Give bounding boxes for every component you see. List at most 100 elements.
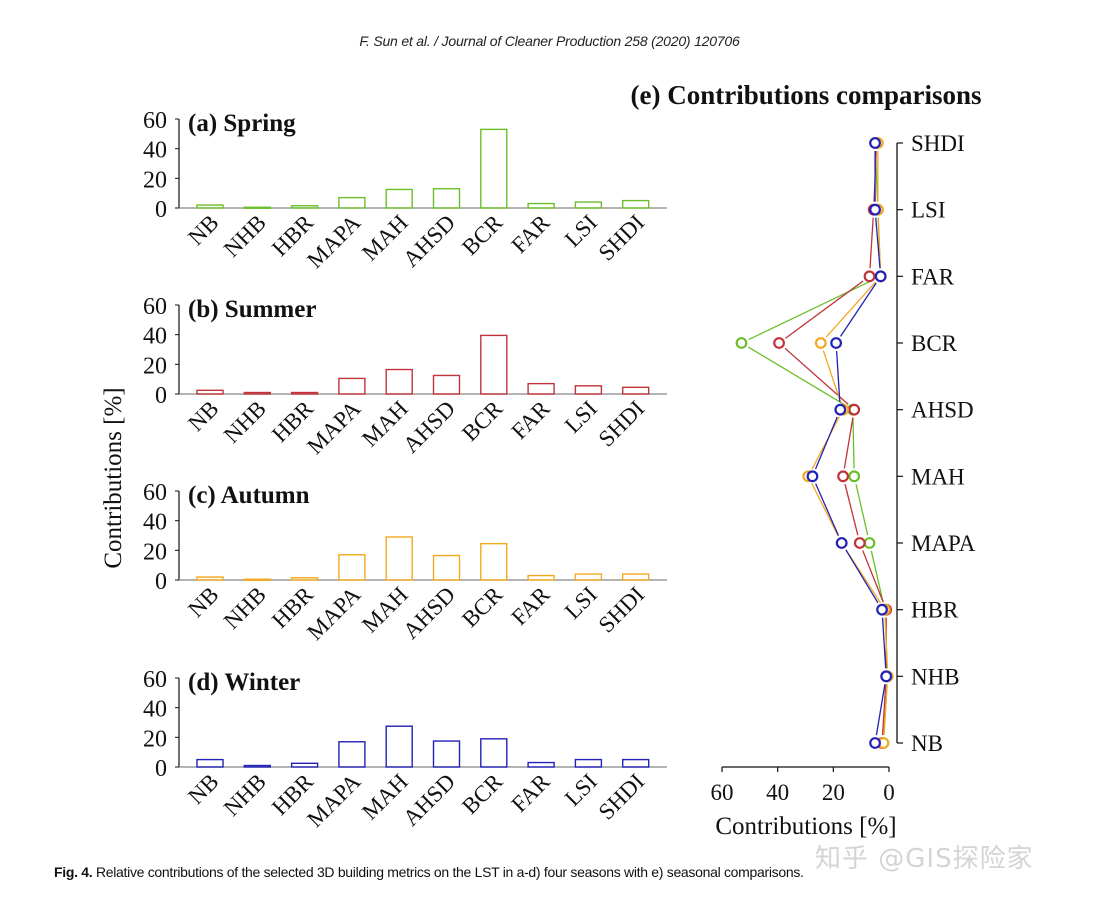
- series-line-segment: [822, 350, 842, 403]
- bar-nhb: [243, 391, 272, 395]
- series-summer: [773, 137, 893, 749]
- marker-winter-shdi: [869, 137, 881, 149]
- y-tick-label: 0: [155, 383, 167, 409]
- series-line-segment: [875, 217, 881, 269]
- bar-nhb: [243, 578, 272, 581]
- series-line-segment: [825, 281, 876, 338]
- y-tick-label: 20: [143, 539, 167, 565]
- marker-summer-mapa: [853, 537, 866, 549]
- bar-bcr: [480, 128, 508, 209]
- bar-mapa: [338, 741, 366, 768]
- caption-text: Relative contributions of the selected 3…: [92, 864, 804, 880]
- series-line-segment: [852, 417, 855, 469]
- category-label: BCR: [911, 331, 958, 356]
- bar-lsi: [574, 758, 603, 768]
- series-line-segment: [883, 684, 888, 736]
- category-label: SHDI: [911, 131, 965, 156]
- bar-far: [527, 574, 555, 581]
- x-tick-label: BCR: [457, 768, 508, 819]
- marker-winter-mapa: [835, 537, 848, 549]
- x-tick-label: AHSD: [398, 210, 460, 272]
- series-line-segment: [785, 280, 864, 339]
- series-line-segment: [869, 217, 874, 269]
- y-tick-label: 60: [143, 480, 167, 506]
- bar-nhb: [243, 764, 272, 768]
- y-tick-label: 60: [143, 108, 167, 134]
- bar-shdi: [622, 758, 650, 768]
- bar-mapa: [338, 196, 366, 209]
- y-tick-label: 40: [143, 324, 167, 350]
- x-tick-label: MAPA: [302, 769, 365, 832]
- series-line-segment: [862, 550, 884, 603]
- category-label: AHSD: [911, 398, 974, 423]
- category-label: HBR: [911, 598, 959, 623]
- value-tick-label: 0: [883, 780, 895, 805]
- series-line-segment: [881, 684, 887, 736]
- series-line-segment: [855, 483, 869, 536]
- bar-nb: [196, 758, 224, 768]
- bar-mah: [385, 725, 413, 768]
- bar-nb: [196, 204, 224, 209]
- marker-winter-nb: [869, 737, 881, 749]
- series-line-segment: [811, 483, 839, 537]
- series-line-segment: [870, 550, 884, 603]
- series-line-segment: [748, 279, 874, 341]
- x-tick-label: MAPA: [302, 210, 365, 273]
- y-tick-label: 40: [143, 697, 167, 723]
- value-tick-label: 20: [822, 780, 845, 805]
- y-tick-label: 0: [155, 569, 167, 595]
- marker-spring-mah: [848, 470, 861, 483]
- running-header: F. Sun et al. / Journal of Cleaner Produ…: [359, 33, 740, 49]
- x-tick-label: AHSD: [398, 396, 460, 458]
- x-tick-label: NHB: [219, 769, 271, 821]
- bar-ahsd: [432, 554, 461, 581]
- marker-winter-hbr: [876, 603, 888, 616]
- x-tick-label: SHDI: [594, 210, 650, 266]
- y-tick-label: 60: [143, 667, 167, 693]
- x-tick-label: MAPA: [302, 582, 365, 645]
- x-tick-label: AHSD: [398, 769, 460, 831]
- y-tick-label: 20: [143, 167, 167, 193]
- category-label: MAPA: [911, 531, 976, 556]
- value-axis-label: Contributions [%]: [715, 813, 896, 840]
- series-line-segment: [815, 483, 840, 536]
- bar-nhb: [243, 206, 272, 209]
- x-tick-label: FAR: [507, 209, 556, 258]
- marker-winter-lsi: [869, 203, 881, 216]
- bar-lsi: [574, 385, 603, 395]
- x-tick-label: BCR: [457, 395, 508, 446]
- bar-lsi: [574, 573, 603, 581]
- bar-shdi: [622, 199, 650, 209]
- category-label: NHB: [911, 664, 960, 689]
- marker-summer-ahsd: [848, 403, 861, 416]
- bar-bcr: [480, 542, 508, 581]
- bar-far: [527, 761, 555, 768]
- marker-summer-bcr: [773, 337, 785, 349]
- series-line-segment: [840, 282, 877, 337]
- x-tick-label: FAR: [507, 581, 556, 630]
- series-line-segment: [875, 684, 886, 736]
- bar-bcr: [480, 334, 508, 395]
- series-line-segment: [881, 617, 887, 669]
- y-tick-label: 20: [143, 353, 167, 379]
- y-tick-label: 0: [155, 197, 167, 223]
- x-tick-label: FAR: [507, 768, 556, 817]
- bar-mapa: [338, 377, 366, 395]
- caption-label: Fig. 4.: [54, 864, 93, 880]
- marker-summer-mah: [837, 470, 849, 483]
- bar-mah: [385, 368, 413, 395]
- bar-nb: [196, 389, 224, 395]
- series-line-segment: [843, 417, 854, 469]
- x-tick-label: NB: [183, 582, 223, 622]
- series-line-segment: [877, 217, 881, 269]
- series-spring: [735, 137, 894, 749]
- marker-winter-ahsd: [834, 403, 847, 416]
- bar-far: [527, 382, 555, 395]
- bar-far: [527, 202, 555, 209]
- bar-ahsd: [432, 740, 461, 768]
- bar-mapa: [338, 554, 366, 581]
- series-line-segment: [814, 416, 838, 470]
